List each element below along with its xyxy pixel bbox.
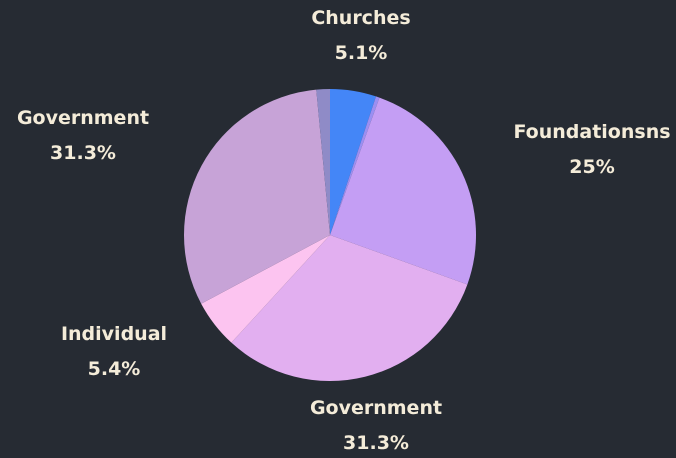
slice-label-government-left-name: Government (16, 107, 150, 129)
slice-label-government-left: Government 31.3% (17, 101, 149, 171)
slice-label-individual-name: Individual (60, 323, 168, 345)
slice-label-government-bottom: Government 31.3% (310, 391, 442, 458)
slice-label-government-left-value: 31.3% (50, 142, 116, 164)
pie-slice-5 (184, 89, 330, 304)
slice-label-foundationsns-value: 25% (569, 156, 615, 178)
slice-label-churches: Churches 5.1% (311, 1, 410, 71)
slice-label-foundationsns: Foundationsns 25% (513, 115, 670, 185)
slice-label-individual-value: 5.4% (87, 358, 141, 380)
pie-slice-1 (330, 96, 380, 235)
pie-slice-4 (201, 235, 330, 343)
pie-slice-6 (316, 89, 330, 235)
pie-slice-3 (231, 235, 468, 381)
pie-slice-2 (330, 97, 476, 285)
slice-label-churches-name: Churches (311, 7, 411, 29)
slice-label-churches-value: 5.1% (334, 42, 388, 64)
pie-slice-0 (330, 89, 376, 235)
slice-label-foundationsns-name: Foundationsns (513, 121, 671, 143)
slice-label-government-bottom-value: 31.3% (343, 432, 409, 454)
slice-label-individual: Individual 5.4% (61, 317, 167, 387)
slice-label-government-bottom-name: Government (309, 397, 443, 419)
